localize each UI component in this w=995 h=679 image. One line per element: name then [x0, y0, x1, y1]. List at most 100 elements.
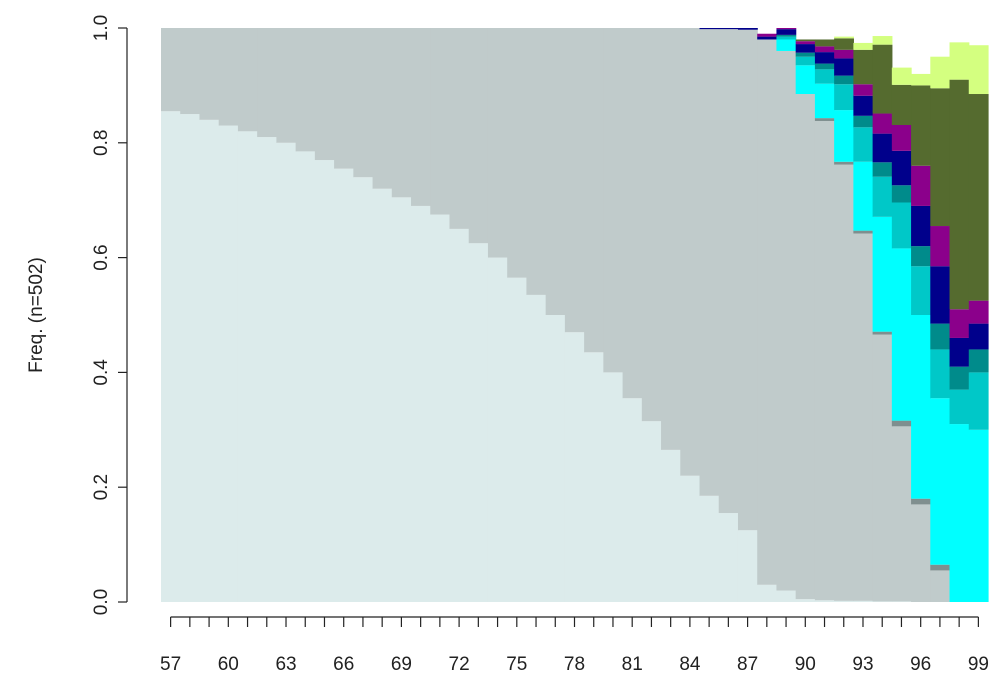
area-segment-x99-layer6	[968, 323, 989, 350]
area-segment-x98-layer3	[949, 424, 970, 602]
area-segment-x75-layer1	[507, 28, 528, 278]
area-segment-x95-layer7	[891, 125, 912, 151]
area-segment-x81-layer1	[622, 28, 643, 399]
area-segment-x59-layer1	[199, 28, 220, 120]
area-segment-x80-layer1	[603, 28, 624, 373]
area-segment-x92-layer1	[834, 164, 854, 601]
area-segment-x92-layer7	[834, 49, 854, 59]
x-tick-label: 78	[564, 654, 585, 675]
area-segment-x87-layer6	[737, 28, 758, 30]
area-segment-x96-layer2	[911, 498, 931, 505]
area-segment-x68-layer1	[372, 28, 393, 189]
area-segment-x85-layer1	[699, 29, 720, 496]
area-segment-x94-layer0	[872, 601, 893, 602]
area-segment-x64-layer1	[295, 28, 316, 152]
area-segment-x90-layer1	[795, 94, 816, 600]
x-axis: 57 60 63 66 69 72 75 78 81 84 87 90 93 96 99	[160, 616, 989, 675]
area-segment-x89-layer4	[776, 36, 797, 40]
area-segment-x64-layer0	[295, 151, 316, 602]
area-segment-x60-layer0	[218, 125, 239, 602]
area-segment-x93-layer2	[853, 230, 874, 234]
area-segment-x62-layer1	[257, 28, 277, 138]
area-segment-x99-layer5	[968, 349, 989, 373]
area-segment-x90-layer5	[795, 52, 816, 57]
area-segment-x91-layer6	[814, 52, 835, 64]
area-segment-x57-layer1	[161, 28, 181, 112]
area-segment-x95-layer8	[891, 84, 912, 126]
area-segment-x89-layer6	[776, 29, 797, 35]
area-segment-x72-layer0	[449, 228, 470, 602]
area-segment-x94-layer4	[872, 176, 893, 217]
area-segment-x92-layer3	[834, 110, 854, 162]
area-segment-x99-layer7	[968, 300, 989, 324]
area-segment-x81-layer0	[622, 398, 643, 602]
x-tick-label: 75	[506, 654, 527, 675]
area-segment-x93-layer0	[853, 600, 874, 602]
x-tick-label: 96	[910, 654, 931, 675]
area-segment-x95-layer3	[891, 248, 912, 421]
area-segment-x97-layer4	[930, 349, 951, 399]
x-tick-label: 63	[275, 654, 296, 675]
area-segment-x72-layer1	[449, 28, 470, 229]
area-segment-x92-layer5	[834, 75, 854, 85]
area-segment-x94-layer3	[872, 216, 893, 332]
area-segment-x96-layer7	[911, 165, 931, 206]
area-segment-x76-layer1	[526, 28, 547, 295]
y-tick-label: 0.0	[91, 589, 112, 615]
area-segment-x92-layer8	[834, 38, 854, 50]
area-segment-x91-layer0	[814, 600, 835, 602]
area-segment-x94-layer6	[872, 133, 893, 163]
area-segment-x70-layer0	[411, 205, 431, 602]
area-segment-x71-layer1	[430, 28, 451, 215]
area-segment-x69-layer1	[391, 28, 412, 198]
area-segment-x98-layer6	[949, 337, 970, 367]
area-segment-x93-layer6	[853, 95, 874, 116]
area-segment-x67-layer0	[353, 177, 374, 603]
area-segment-x67-layer1	[353, 28, 374, 178]
area-segment-x99-layer8	[968, 94, 989, 301]
area-segment-x61-layer0	[237, 131, 258, 602]
y-tick-label: 0.8	[91, 130, 112, 156]
area-segment-x71-layer0	[430, 214, 451, 603]
area-segment-x93-layer4	[853, 127, 874, 162]
x-tick-label: 81	[622, 654, 643, 675]
area-segment-x70-layer1	[411, 28, 431, 206]
area-segment-x88-layer7	[757, 33, 778, 37]
area-segment-x97-layer9	[930, 56, 951, 89]
area-segment-x93-layer9	[853, 42, 874, 50]
area-segment-x90-layer6	[795, 44, 816, 53]
area-segment-x57-layer0	[161, 111, 181, 602]
area-segment-x83-layer1	[661, 28, 681, 450]
area-segment-x84-layer0	[680, 475, 701, 602]
area-segment-x99-layer9	[968, 45, 989, 95]
area-segment-x90-layer7	[795, 41, 816, 45]
area-segment-x95-layer0	[891, 601, 912, 602]
area-segment-x82-layer0	[641, 421, 662, 602]
area-segment-x87-layer0	[737, 530, 758, 602]
area-segment-x94-layer5	[872, 162, 893, 177]
x-tick-label: 87	[737, 654, 758, 675]
area-segment-x97-layer2	[930, 564, 951, 571]
area-segment-x97-layer3	[930, 398, 951, 565]
area-segment-x89-layer7	[776, 28, 797, 30]
area-segment-x94-layer1	[872, 334, 893, 602]
x-tick-label: 72	[449, 654, 470, 675]
area-segment-x91-layer2	[814, 118, 835, 121]
area-segment-x85-layer6	[699, 28, 720, 30]
area-segment-x86-layer0	[718, 513, 739, 602]
plot-area	[161, 28, 989, 603]
area-segment-x86-layer6	[718, 28, 739, 30]
area-segment-x98-layer7	[949, 309, 970, 338]
y-tick-label: 0.2	[91, 474, 112, 500]
x-tick-label: 66	[333, 654, 354, 675]
area-segment-x97-layer7	[930, 226, 951, 267]
area-segment-x93-layer7	[853, 84, 874, 96]
area-segment-x95-layer1	[891, 426, 912, 602]
area-segment-x94-layer8	[872, 44, 893, 114]
area-segment-x89-layer1	[776, 50, 797, 591]
area-segment-x97-layer5	[930, 323, 951, 350]
area-segment-x59-layer0	[199, 119, 220, 602]
x-tick-label: 84	[679, 654, 701, 675]
area-segment-x90-layer4	[795, 56, 816, 66]
area-segment-x89-layer0	[776, 590, 797, 602]
